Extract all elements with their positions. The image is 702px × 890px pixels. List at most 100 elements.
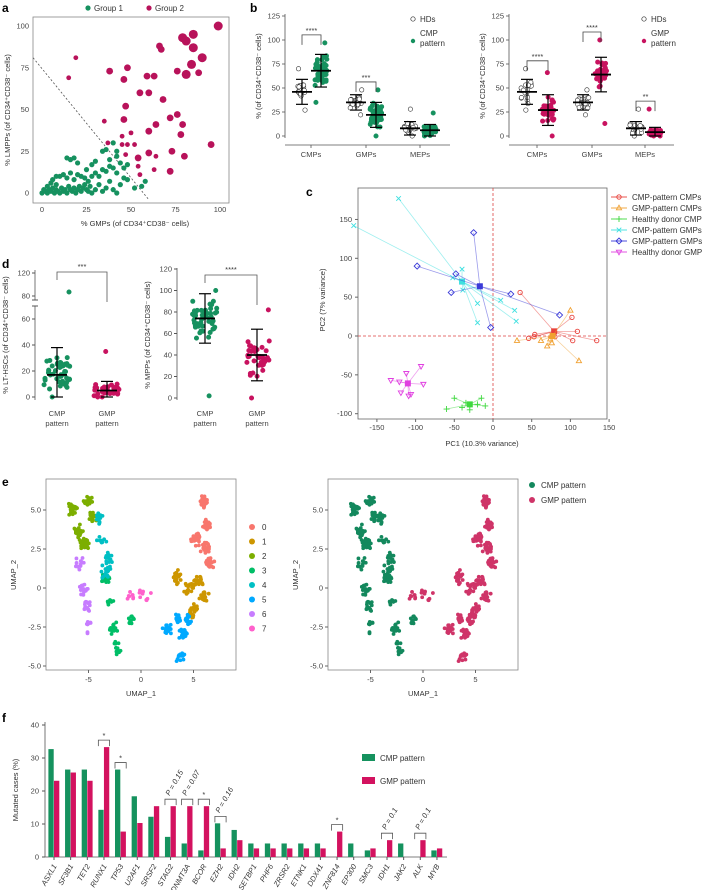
- y-tick-label: 20: [22, 367, 30, 376]
- y-tick-label: 40: [164, 351, 172, 360]
- cell-point: [186, 588, 191, 592]
- cell-point: [352, 512, 357, 517]
- x-category-label: CMP: [49, 409, 66, 418]
- group-2-point: [137, 172, 143, 178]
- bar-cmp-pattern: [81, 769, 87, 857]
- group-2-point: [197, 53, 207, 63]
- cell-point: [386, 539, 391, 544]
- cell-point: [460, 578, 465, 582]
- group-1-point: [50, 177, 56, 183]
- data-point: [66, 289, 72, 295]
- group-2-point: [150, 72, 158, 80]
- significance-label: **: [643, 92, 649, 101]
- cell-point: [468, 584, 473, 589]
- cell-point: [85, 494, 90, 499]
- cell-point: [459, 628, 464, 633]
- cell-point: [104, 539, 109, 544]
- data-point: [627, 122, 633, 128]
- y-tick-label: 80: [22, 292, 30, 301]
- data-point: [247, 370, 253, 376]
- cell-point: [105, 599, 110, 604]
- cell-point: [79, 543, 84, 548]
- cell-point: [95, 538, 99, 543]
- y-tick-label: 100: [16, 22, 29, 31]
- y-axis-title: Mutated cases (%): [11, 758, 20, 821]
- pca-point: [548, 339, 556, 346]
- cell-point: [89, 495, 94, 500]
- cell-point: [190, 615, 195, 620]
- cell-point: [82, 607, 87, 612]
- cell-point: [379, 520, 384, 525]
- cell-point: [206, 591, 211, 596]
- cell-point: [369, 517, 374, 521]
- bar-gmp-pattern: [436, 848, 443, 857]
- p-value-label: P = 0.1: [413, 806, 433, 831]
- group-2-point: [152, 121, 160, 128]
- significance-bracket: [331, 824, 344, 831]
- centroid-link: [516, 335, 553, 342]
- pca-point: [459, 266, 465, 272]
- cell-point: [75, 531, 79, 536]
- cell-point: [177, 635, 182, 640]
- cell-point: [174, 659, 179, 664]
- group-1-point: [85, 178, 91, 184]
- y-tick-label: 0: [276, 132, 280, 141]
- y-tick-label: 0: [37, 584, 41, 593]
- y-axis-title: % (of CD34⁺CD38⁻ cells): [478, 33, 487, 119]
- p-value-label: P = 0.1: [380, 806, 400, 831]
- cell-point: [489, 546, 493, 551]
- cell-point: [381, 569, 386, 574]
- data-point: [637, 123, 643, 129]
- group-2-point: [188, 29, 198, 39]
- cell-point: [178, 658, 183, 663]
- x-tick-label: MEPs: [410, 150, 430, 159]
- group-1-point: [114, 148, 120, 154]
- cell-point: [104, 561, 109, 566]
- data-point: [42, 375, 48, 381]
- centroid-marker: [549, 333, 556, 339]
- y-axis-title: % LT-HSCs (of CD34⁺CD38⁻ cells): [1, 276, 10, 394]
- cell-point: [66, 501, 71, 506]
- y-axis-title: % (of CD34⁺CD38⁻ cells): [254, 33, 263, 119]
- data-point: [525, 101, 531, 107]
- group-1-point: [110, 165, 116, 171]
- cell-point: [473, 602, 478, 606]
- cell-point: [87, 517, 92, 521]
- panel-label-b: b: [250, 1, 257, 15]
- cell-point: [104, 573, 108, 578]
- cell-point: [116, 649, 121, 654]
- cell-point: [192, 578, 197, 583]
- legend-marker-cluster: [249, 553, 255, 559]
- bar-cmp-pattern: [48, 749, 54, 857]
- cell-point: [367, 545, 371, 550]
- x-tick-label: 150: [603, 423, 616, 432]
- legend-label: CMP pattern: [380, 754, 425, 763]
- data-point: [347, 105, 353, 111]
- data-point: [597, 78, 603, 84]
- y-tick-label: 75: [272, 60, 280, 69]
- cell-point: [476, 574, 481, 579]
- legend-marker-cluster: [249, 611, 255, 617]
- cell-point: [206, 542, 211, 547]
- cell-point: [488, 591, 493, 596]
- group-1-point: [117, 160, 123, 166]
- cell-point: [362, 538, 367, 543]
- cell-point: [459, 635, 464, 640]
- data-point: [323, 77, 329, 83]
- pca-point: [470, 229, 478, 237]
- y-tick-label: 100: [491, 36, 504, 45]
- cell-point: [115, 628, 120, 633]
- cell-point: [189, 619, 193, 624]
- group-1-point: [53, 182, 59, 188]
- data-point: [430, 110, 436, 116]
- cell-point: [466, 630, 470, 635]
- legend-label-hds: HDs: [651, 15, 667, 24]
- pca-point: [512, 307, 518, 313]
- legend-marker: [616, 227, 622, 233]
- data-point: [584, 87, 590, 93]
- cell-point: [176, 568, 180, 572]
- centroid-link: [473, 232, 481, 287]
- group-1-point: [114, 170, 120, 176]
- data-point: [193, 335, 199, 341]
- cell-point: [172, 578, 177, 583]
